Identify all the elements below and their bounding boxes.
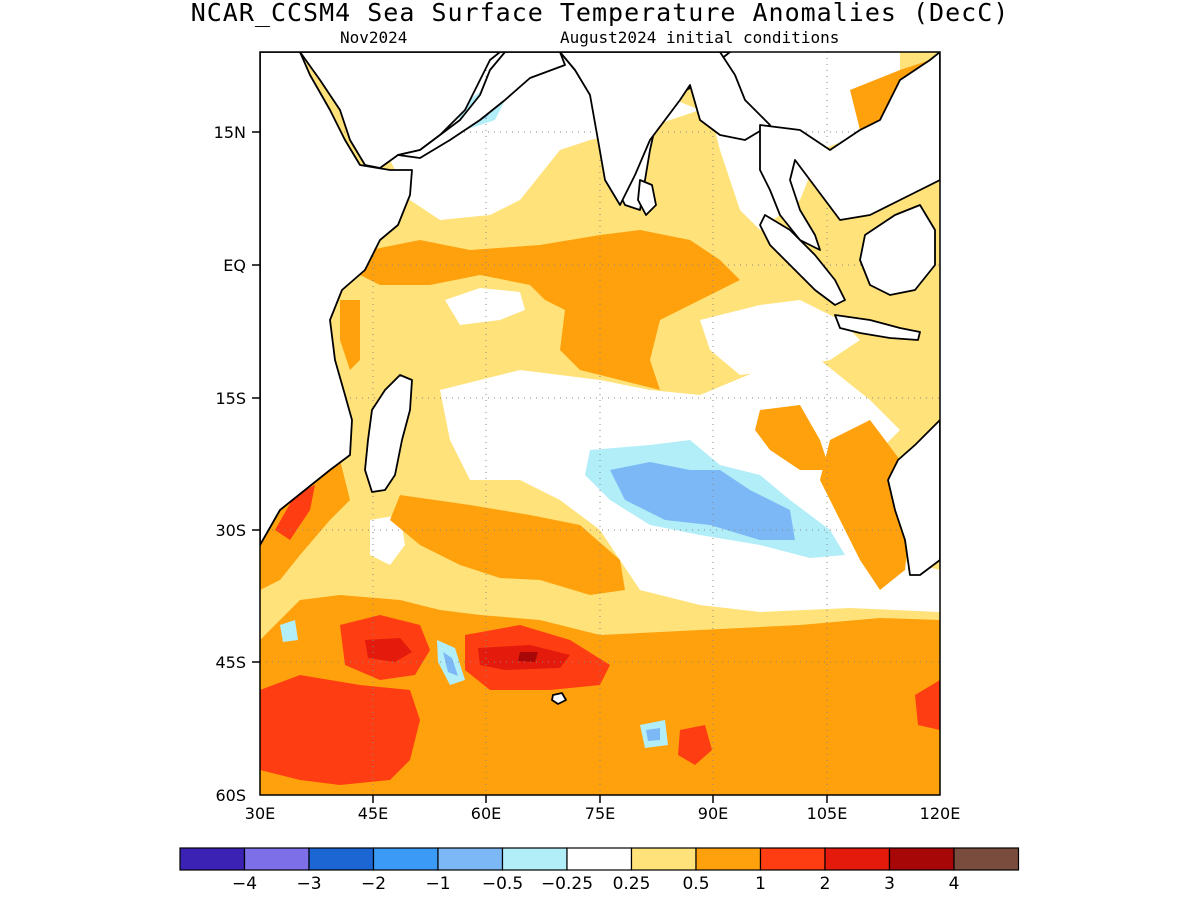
- colorbar-box: [888, 847, 955, 871]
- field-orange-madagascar-east: [340, 300, 360, 370]
- colorbar-box: [759, 847, 826, 871]
- colorbar-box: [824, 847, 891, 871]
- colorbar-box: [695, 847, 762, 871]
- coastlines: [260, 52, 940, 705]
- lat-tick-label: 60S: [215, 786, 246, 805]
- colorbar-box: [179, 847, 246, 871]
- field-orange-east-30s: [755, 405, 830, 470]
- field-orange-aus-coast: [820, 420, 910, 590]
- lon-tick-label: 45E: [358, 804, 388, 823]
- field-orange-eq-west: [360, 230, 740, 390]
- island-kerguelen: [551, 692, 567, 705]
- colorbar-label: −4: [232, 874, 257, 894]
- land-arabia-south: [397, 52, 566, 159]
- lat-ticks: [252, 131, 260, 663]
- colorbar-label: 2: [820, 874, 831, 894]
- land-east-africa: [260, 52, 413, 546]
- field-cool-medium-south-central: [610, 462, 795, 540]
- colorbar-box: [630, 847, 697, 871]
- colorbar-box: [243, 847, 310, 871]
- colorbar-label: 3: [884, 874, 895, 894]
- land-sumatra: [759, 214, 846, 306]
- field-neutral-west-eq: [445, 288, 525, 325]
- field-red-55s: [678, 725, 712, 765]
- field-maroon-45s: [518, 652, 538, 662]
- field-red-moz: [275, 485, 315, 540]
- colorbar-box: [566, 847, 633, 871]
- field-orange-35s-band: [390, 495, 625, 595]
- colorbar-label: 0.5: [682, 874, 709, 894]
- colorbar-label: −0.5: [482, 874, 523, 894]
- initial-conditions-label: August2024 initial conditions: [560, 28, 840, 47]
- field-cool-45s-stripe-core: [443, 652, 458, 676]
- colorbar-label: −3: [296, 874, 321, 894]
- land-java: [834, 314, 921, 341]
- colorbar-box: [501, 847, 568, 871]
- field-neutral-moz: [370, 515, 405, 565]
- land-australia: [887, 419, 940, 576]
- colorbar-box: [308, 847, 375, 871]
- land-madagascar: [364, 374, 413, 493]
- colorbar-label: −0.25: [541, 874, 593, 894]
- forecast-month: Nov2024: [340, 28, 408, 47]
- lon-tick-label: 60E: [471, 804, 501, 823]
- colorbar-box: [372, 847, 439, 871]
- colorbar-label: 1: [755, 874, 766, 894]
- land-sri-lanka: [637, 179, 657, 216]
- lat-tick-label: 45S: [215, 653, 246, 672]
- colorbar-label: 4: [949, 874, 960, 894]
- land-borneo: [859, 204, 936, 296]
- field-cool-southwest: [280, 620, 298, 642]
- lon-ticks: [372, 795, 828, 803]
- colorbar-label: −2: [361, 874, 386, 894]
- lon-tick-label: 30E: [245, 804, 275, 823]
- field-cool-55s-core: [646, 728, 660, 741]
- lon-tick-label: 75E: [585, 804, 615, 823]
- lat-tick-label: 30S: [215, 521, 246, 540]
- field-neutral-east-eq: [700, 300, 860, 375]
- map-title: NCAR_CCSM4 Sea Surface Temperature Anoma…: [190, 0, 1010, 27]
- colorbar-box: [437, 847, 504, 871]
- lat-tick-label: 15S: [215, 389, 246, 408]
- lon-tick-label: 90E: [698, 804, 728, 823]
- lat-tick-label: 15N: [214, 123, 246, 142]
- lon-tick-labels: 30E 45E 60E 75E 90E 105E 120E: [245, 804, 961, 823]
- colorbar-label: 0.25: [613, 874, 651, 894]
- colorbar-label: −1: [425, 874, 450, 894]
- colorbar-box: [953, 847, 1020, 871]
- lat-tick-labels: 15N EQ 15S 30S 45S 60S: [214, 123, 246, 805]
- lat-tick-label: EQ: [223, 256, 246, 275]
- lon-tick-label: 120E: [920, 804, 961, 823]
- land-india: [559, 52, 771, 206]
- color-bar: −4 −3 −2 −1 −0.5 −0.25 0.25 0.5 1 2 3 4: [179, 847, 1020, 894]
- lon-tick-label: 105E: [807, 804, 848, 823]
- field-red-southwest: [260, 675, 420, 785]
- field-red-southeast: [915, 680, 940, 730]
- field-darkred-45s-west: [365, 638, 412, 662]
